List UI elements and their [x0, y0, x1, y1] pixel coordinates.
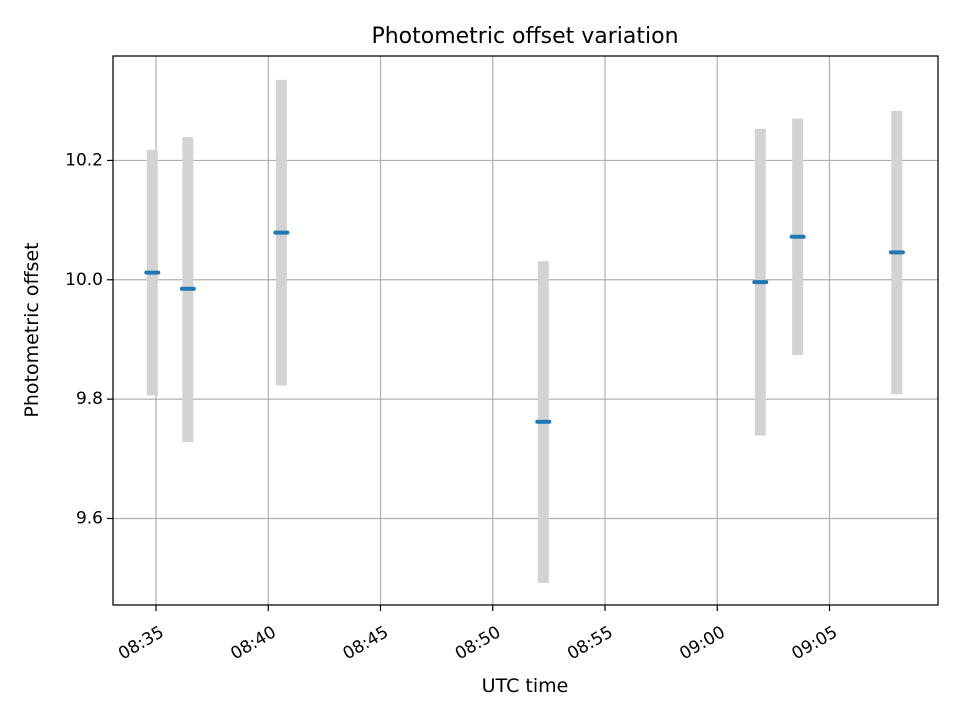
- y-tick-label: 9.6: [76, 508, 103, 528]
- y-axis-ticks: 9.6 9.8 10.0 10.2: [65, 150, 113, 528]
- x-axis-label: UTC time: [482, 675, 569, 697]
- chart-title: Photometric offset variation: [371, 24, 678, 49]
- y-tick-label: 10.0: [65, 270, 103, 290]
- y-tick-label: 9.8: [76, 389, 103, 409]
- axes-frame: [112, 55, 939, 606]
- y-tick-label: 10.2: [65, 150, 103, 170]
- data-points: [144, 230, 905, 424]
- y-axis-label: Photometric offset: [21, 242, 43, 417]
